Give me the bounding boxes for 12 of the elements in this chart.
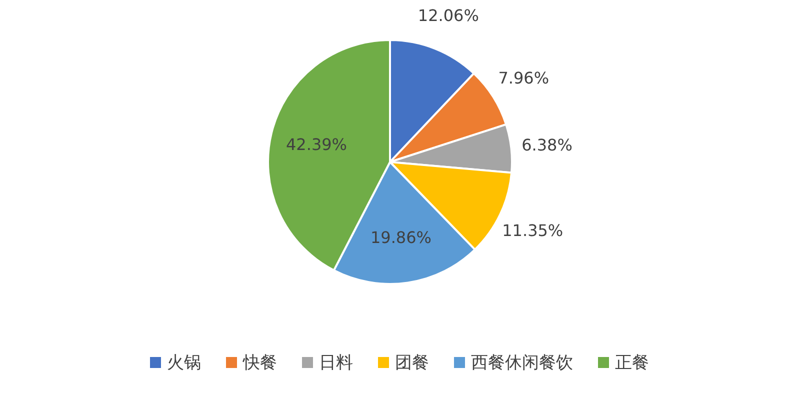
legend-label: 西餐休闲餐饮 bbox=[471, 353, 573, 373]
legend-label: 日料 bbox=[319, 353, 353, 373]
data-label: 12.06% bbox=[418, 6, 479, 26]
legend-label: 团餐 bbox=[395, 353, 429, 373]
legend-label: 火锅 bbox=[167, 353, 201, 373]
data-label: 19.86% bbox=[370, 228, 432, 247]
legend-label: 快餐 bbox=[242, 353, 277, 373]
legend-label: 正餐 bbox=[615, 353, 649, 373]
data-label: 7.96% bbox=[498, 68, 550, 88]
data-label: 11.35% bbox=[502, 220, 564, 240]
data-label: 42.39% bbox=[286, 135, 348, 154]
data-label: 6.38% bbox=[522, 135, 572, 154]
